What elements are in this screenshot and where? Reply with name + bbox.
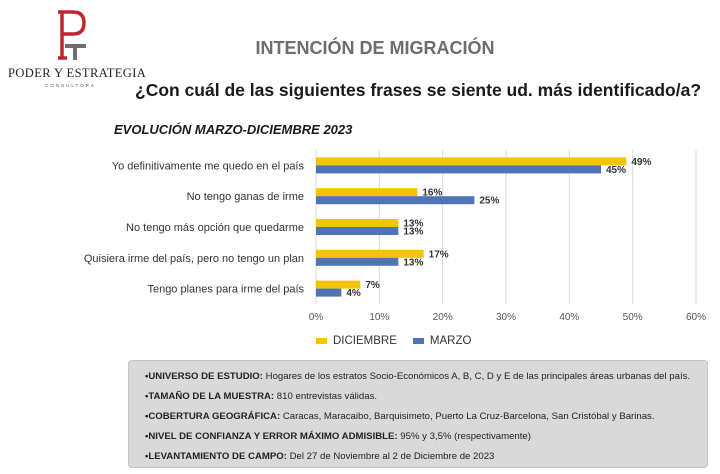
legend-label-diciembre: DICIEMBRE: [333, 335, 397, 347]
x-tick-label: 0%: [309, 312, 324, 323]
note-universo: •UNIVERSO DE ESTUDIO: Hogares de los est…: [145, 367, 697, 387]
category-label: No tengo más opción que quedarme: [126, 222, 304, 234]
data-label: 25%: [479, 196, 499, 207]
note-text: Hogares de los estratos Socio-Económicos…: [262, 371, 691, 382]
bar-diciembre: [316, 157, 627, 166]
note-label: •TAMAÑO DE LA MUESTRA:: [145, 391, 275, 402]
survey-question: ¿Con cuál de las siguientes frases se si…: [135, 80, 702, 100]
bar-diciembre: [316, 188, 418, 197]
data-label: 13%: [403, 257, 423, 268]
note-label: •LEVANTAMIENTO DE CAMPO:: [145, 451, 287, 462]
note-text: Del 27 de Noviembre al 2 de Diciembre de…: [286, 451, 495, 462]
chart-title: EVOLUCIÓN MARZO-DICIEMBRE 2023: [114, 122, 353, 137]
methodology-box: •UNIVERSO DE ESTUDIO: Hogares de los est…: [128, 360, 708, 468]
category-label: Tengo planes para irme del país: [147, 284, 304, 296]
data-label: 13%: [403, 219, 423, 230]
note-muestra: •TAMAÑO DE LA MUESTRA: 810 entrevistas v…: [145, 387, 697, 407]
bar-marzo: [316, 196, 475, 205]
company-logo: PODER Y ESTRATEGIA CONSULTORA: [8, 8, 147, 93]
legend-item-marzo: MARZO: [412, 335, 472, 347]
x-tick-label: 30%: [496, 312, 516, 323]
bar-diciembre: [316, 219, 399, 227]
legend-label-marzo: MARZO: [429, 335, 472, 347]
bar-marzo: [316, 227, 399, 235]
logo-subtitle: CONSULTORA: [45, 83, 96, 88]
x-tick-label: 40%: [559, 312, 579, 323]
page-title: INTENCIÓN DE MIGRACIÓN: [255, 38, 495, 58]
note-label: •NIVEL DE CONFIANZA Y ERROR MÁXIMO ADMIS…: [145, 431, 398, 442]
x-tick-label: 20%: [433, 312, 453, 323]
bar-marzo: [316, 257, 399, 266]
category-label: No tengo ganas de irme: [187, 191, 304, 203]
data-label: 4%: [346, 288, 361, 299]
note-text: Caracas, Maracaibo, Barquisimeto, Puerto…: [280, 411, 655, 422]
bar-chart: 0% 10% 20% 30% 40% 50% 60% Yo definitivamente m…: [84, 150, 706, 323]
data-label: 16%: [422, 188, 442, 199]
logo-p-icon: [58, 10, 86, 60]
note-text: 810 entrevistas válidas.: [274, 391, 378, 402]
data-label: 45%: [606, 165, 626, 176]
note-confianza: •NIVEL DE CONFIANZA Y ERROR MÁXIMO ADMIS…: [145, 427, 697, 447]
chart-legend: DICIEMBRE MARZO: [316, 334, 487, 348]
x-tick-label: 10%: [369, 312, 389, 323]
bar-marzo: [316, 288, 342, 297]
legend-swatch-marzo: [412, 338, 424, 344]
note-label: •COBERTURA GEOGRÁFICA:: [145, 411, 281, 422]
data-label: 7%: [365, 280, 380, 291]
legend-swatch-diciembre: [316, 338, 327, 344]
note-cobertura: •COBERTURA GEOGRÁFICA: Caracas, Maracaib…: [145, 407, 697, 427]
x-tick-label: 60%: [686, 312, 706, 323]
bar-diciembre: [316, 280, 361, 289]
logo-name: PODER Y ESTRATEGIA: [8, 66, 147, 80]
data-label: 13%: [403, 227, 423, 238]
category-label: Yo definitivamente me quedo en el país: [112, 160, 305, 172]
data-label: 17%: [429, 249, 449, 260]
legend-item-diciembre: DICIEMBRE: [316, 335, 397, 347]
bar-marzo: [316, 165, 601, 174]
note-levantamiento: •LEVANTAMIENTO DE CAMPO: Del 27 de Novie…: [145, 447, 697, 467]
note-label: •UNIVERSO DE ESTUDIO:: [145, 371, 263, 382]
note-text: 95% y 3,5% (respectivamente): [397, 431, 531, 442]
category-label: Quisiera irme del país, pero no tengo un…: [84, 253, 304, 265]
bar-diciembre: [316, 249, 424, 258]
data-label: 49%: [631, 157, 651, 168]
x-tick-label: 50%: [623, 312, 643, 323]
